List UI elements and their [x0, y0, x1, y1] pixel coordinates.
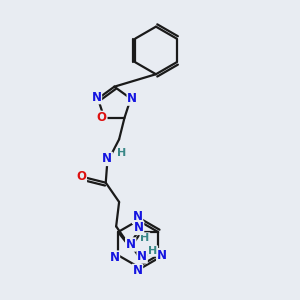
- Text: N: N: [134, 221, 144, 234]
- Text: N: N: [137, 250, 147, 263]
- Text: N: N: [157, 249, 167, 262]
- Text: H: H: [140, 233, 150, 243]
- Text: N: N: [102, 152, 112, 165]
- Text: N: N: [133, 265, 142, 278]
- Text: N: N: [133, 210, 142, 224]
- Text: O: O: [97, 111, 107, 124]
- Text: H: H: [148, 246, 158, 256]
- Text: N: N: [110, 251, 119, 264]
- Text: N: N: [126, 238, 136, 251]
- Text: N: N: [92, 91, 101, 103]
- Text: N: N: [127, 92, 137, 105]
- Text: O: O: [76, 170, 86, 183]
- Text: H: H: [117, 148, 126, 158]
